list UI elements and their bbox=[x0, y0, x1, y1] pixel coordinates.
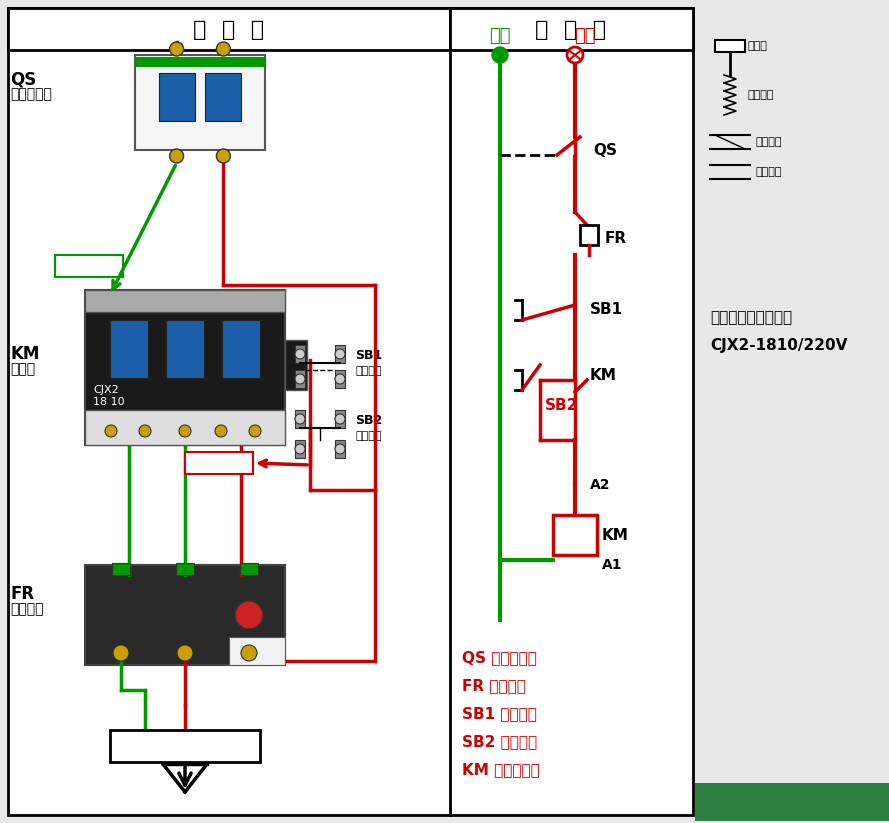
Bar bbox=[205, 73, 242, 121]
Text: 接220电机: 接220电机 bbox=[156, 738, 215, 754]
Bar bbox=[695, 783, 889, 821]
Circle shape bbox=[215, 425, 227, 437]
Bar bbox=[85, 410, 285, 445]
Bar bbox=[295, 345, 305, 363]
Bar bbox=[715, 40, 745, 52]
Bar bbox=[229, 637, 285, 665]
Bar bbox=[580, 225, 598, 245]
Circle shape bbox=[216, 149, 230, 163]
Text: 接触器: 接触器 bbox=[10, 362, 36, 376]
Text: IC: IC bbox=[292, 357, 300, 367]
Bar bbox=[166, 320, 204, 378]
Circle shape bbox=[295, 374, 305, 384]
Circle shape bbox=[567, 47, 583, 63]
Text: 百度知道 chinbamboo: 百度知道 chinbamboo bbox=[742, 793, 841, 803]
Text: SB2 启动按钮: SB2 启动按钮 bbox=[462, 734, 537, 749]
Text: 复位弹簧: 复位弹簧 bbox=[748, 90, 774, 100]
Bar bbox=[135, 55, 265, 150]
Text: A1: A1 bbox=[602, 558, 622, 572]
Circle shape bbox=[335, 349, 345, 359]
Bar bbox=[335, 440, 345, 458]
Text: 热继电器: 热继电器 bbox=[10, 602, 44, 616]
Circle shape bbox=[241, 645, 257, 661]
Text: FR: FR bbox=[605, 230, 627, 245]
Circle shape bbox=[170, 42, 184, 56]
Text: 启动按钮: 启动按钮 bbox=[355, 431, 381, 441]
Circle shape bbox=[105, 425, 117, 437]
Circle shape bbox=[295, 444, 305, 454]
Bar bbox=[85, 565, 285, 665]
Text: 空气断路器: 空气断路器 bbox=[10, 87, 52, 101]
Bar bbox=[450, 8, 693, 50]
Text: 停止按钮: 停止按钮 bbox=[355, 366, 381, 376]
Bar bbox=[553, 515, 597, 555]
Text: QS 空气断路器: QS 空气断路器 bbox=[462, 650, 537, 665]
Bar bbox=[285, 340, 307, 390]
Bar bbox=[55, 255, 123, 277]
Text: 常闭触头: 常闭触头 bbox=[755, 137, 781, 147]
Bar bbox=[295, 370, 305, 388]
Circle shape bbox=[177, 645, 193, 661]
Bar bbox=[222, 320, 260, 378]
Circle shape bbox=[139, 425, 151, 437]
Bar bbox=[185, 452, 253, 474]
Circle shape bbox=[170, 149, 184, 163]
Bar bbox=[240, 563, 258, 575]
Circle shape bbox=[335, 414, 345, 424]
Text: 按钮帽: 按钮帽 bbox=[748, 41, 768, 51]
Bar bbox=[8, 8, 693, 815]
Text: 零线: 零线 bbox=[489, 27, 511, 45]
Text: FR 热继电器: FR 热继电器 bbox=[462, 678, 526, 693]
Circle shape bbox=[179, 425, 191, 437]
Bar bbox=[85, 290, 285, 445]
Text: 18 10: 18 10 bbox=[93, 397, 124, 407]
Bar bbox=[85, 290, 285, 312]
Text: KM: KM bbox=[10, 345, 39, 363]
Text: A2: A2 bbox=[590, 478, 611, 492]
Bar bbox=[335, 345, 345, 363]
Bar bbox=[295, 440, 305, 458]
Circle shape bbox=[113, 645, 129, 661]
Text: CJX2-1810/220V: CJX2-1810/220V bbox=[710, 338, 847, 353]
Bar bbox=[158, 73, 195, 121]
Text: QS: QS bbox=[593, 142, 617, 157]
Bar bbox=[176, 563, 194, 575]
Text: 注：交流接触器选用: 注：交流接触器选用 bbox=[710, 310, 792, 325]
Bar bbox=[335, 410, 345, 428]
Bar bbox=[112, 563, 130, 575]
Circle shape bbox=[216, 42, 230, 56]
Circle shape bbox=[335, 374, 345, 384]
Text: 实  物  图: 实 物 图 bbox=[194, 20, 265, 40]
Text: KM: KM bbox=[590, 368, 617, 383]
Bar bbox=[295, 410, 305, 428]
Text: 线圈A1: 线圈A1 bbox=[72, 259, 106, 272]
Text: SB1: SB1 bbox=[355, 348, 382, 361]
Text: SB2: SB2 bbox=[545, 398, 579, 412]
Text: 原  理  图: 原 理 图 bbox=[535, 20, 606, 40]
Text: KM: KM bbox=[602, 528, 629, 542]
Text: SB2: SB2 bbox=[355, 413, 382, 426]
Text: jiexiantu: jiexiantu bbox=[768, 807, 816, 817]
Text: KM 交流接触器: KM 交流接触器 bbox=[462, 762, 540, 777]
Circle shape bbox=[335, 444, 345, 454]
Bar bbox=[135, 57, 265, 67]
Text: SB1: SB1 bbox=[590, 303, 623, 318]
Bar bbox=[110, 320, 148, 378]
Text: QS: QS bbox=[10, 70, 36, 88]
Circle shape bbox=[235, 601, 263, 629]
Text: FR: FR bbox=[10, 585, 34, 603]
Circle shape bbox=[249, 425, 261, 437]
Text: 火线: 火线 bbox=[574, 27, 596, 45]
Text: SB1 停止按钮: SB1 停止按钮 bbox=[462, 706, 537, 721]
Bar bbox=[335, 370, 345, 388]
Circle shape bbox=[492, 47, 508, 63]
Bar bbox=[8, 8, 450, 50]
Text: 常开触头: 常开触头 bbox=[755, 167, 781, 177]
Text: 线圈A2: 线圈A2 bbox=[203, 457, 236, 469]
Circle shape bbox=[295, 349, 305, 359]
Text: CJX2: CJX2 bbox=[93, 385, 119, 395]
Bar bbox=[110, 730, 260, 762]
Circle shape bbox=[295, 414, 305, 424]
